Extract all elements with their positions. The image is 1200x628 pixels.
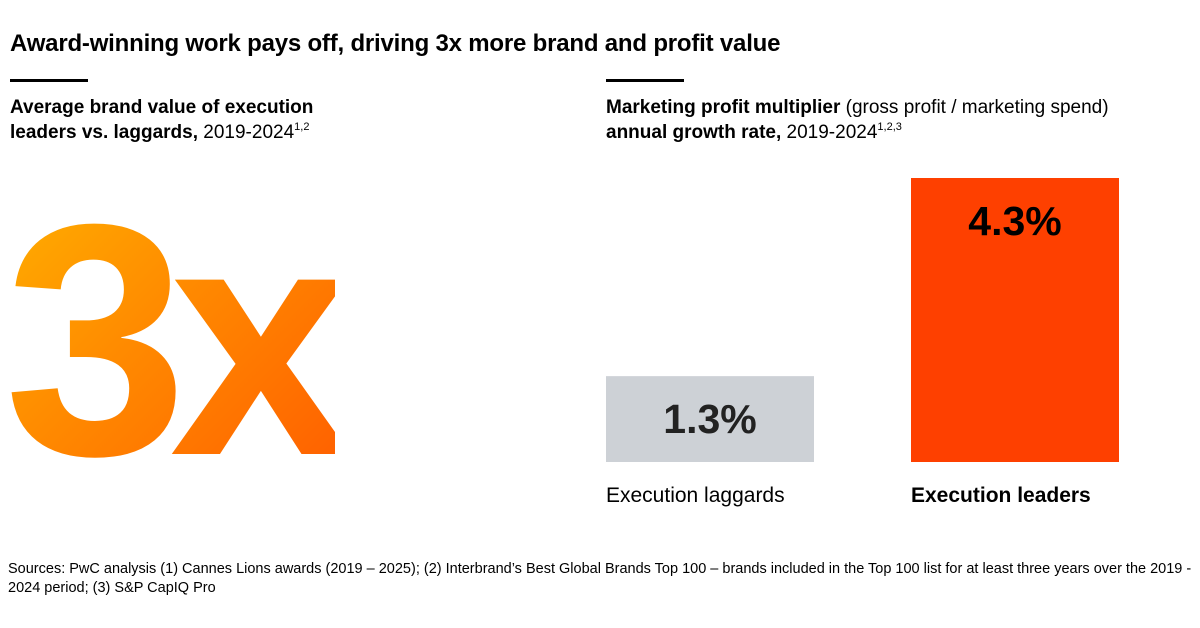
- bar-execution-laggards: [606, 376, 814, 462]
- right-subtitle-years: 2019-2024: [786, 122, 878, 143]
- value-label-execution-laggards: 1.3%: [663, 396, 756, 442]
- sources-footnote: Sources: PwC analysis (1) Cannes Lions a…: [8, 561, 1192, 596]
- right-subtitle-bold-line2: annual growth rate,: [606, 122, 782, 143]
- right-section-rule: [606, 79, 684, 82]
- left-subtitle-years: 2019-2024: [203, 122, 295, 143]
- left-subtitle-bold-line1: Average brand value of execution: [10, 97, 314, 118]
- big-stat-text: 3x: [4, 155, 353, 524]
- left-subtitle: Average brand value of execution leaders …: [10, 95, 313, 145]
- right-subtitle-footnote-refs: 1,2,3: [877, 121, 902, 133]
- left-section-rule: [10, 79, 88, 82]
- page-title: Award-winning work pays off, driving 3x …: [10, 30, 781, 57]
- left-subtitle-bold-line2: leaders vs. laggards,: [10, 122, 198, 143]
- category-label-execution-laggards: Execution laggards: [606, 484, 785, 507]
- value-label-execution-leaders: 4.3%: [968, 198, 1061, 244]
- right-subtitle-regular-line1: (gross profit / marketing spend): [845, 97, 1109, 118]
- big-stat-3x: 3x: [4, 175, 353, 505]
- left-subtitle-footnote-refs: 1,2: [294, 121, 310, 133]
- right-subtitle: Marketing profit multiplier (gross profi…: [606, 95, 1109, 145]
- right-subtitle-bold-line1: Marketing profit multiplier: [606, 97, 841, 118]
- bar-execution-leaders: [911, 178, 1119, 462]
- category-label-execution-leaders: Execution leaders: [911, 484, 1091, 507]
